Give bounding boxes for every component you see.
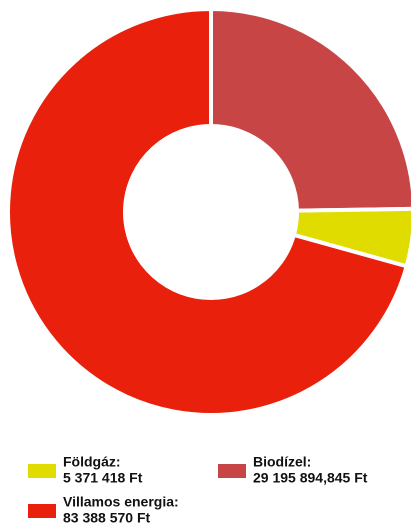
legend-label: Földgáz: [63, 454, 121, 470]
pie-segment [209, 6, 411, 213]
legend-swatch [28, 464, 56, 478]
legend-label: Villamos energia: [63, 494, 179, 510]
legend-swatch [218, 464, 246, 478]
legend-label: Biodízel: [253, 454, 311, 470]
legend-swatch [28, 504, 56, 518]
legend-value: 29 195 894,845 Ft [253, 470, 368, 486]
pie-segment [6, 6, 410, 417]
legend-value: 5 371 418 Ft [63, 470, 143, 486]
legend-value: 83 388 570 Ft [63, 510, 151, 526]
